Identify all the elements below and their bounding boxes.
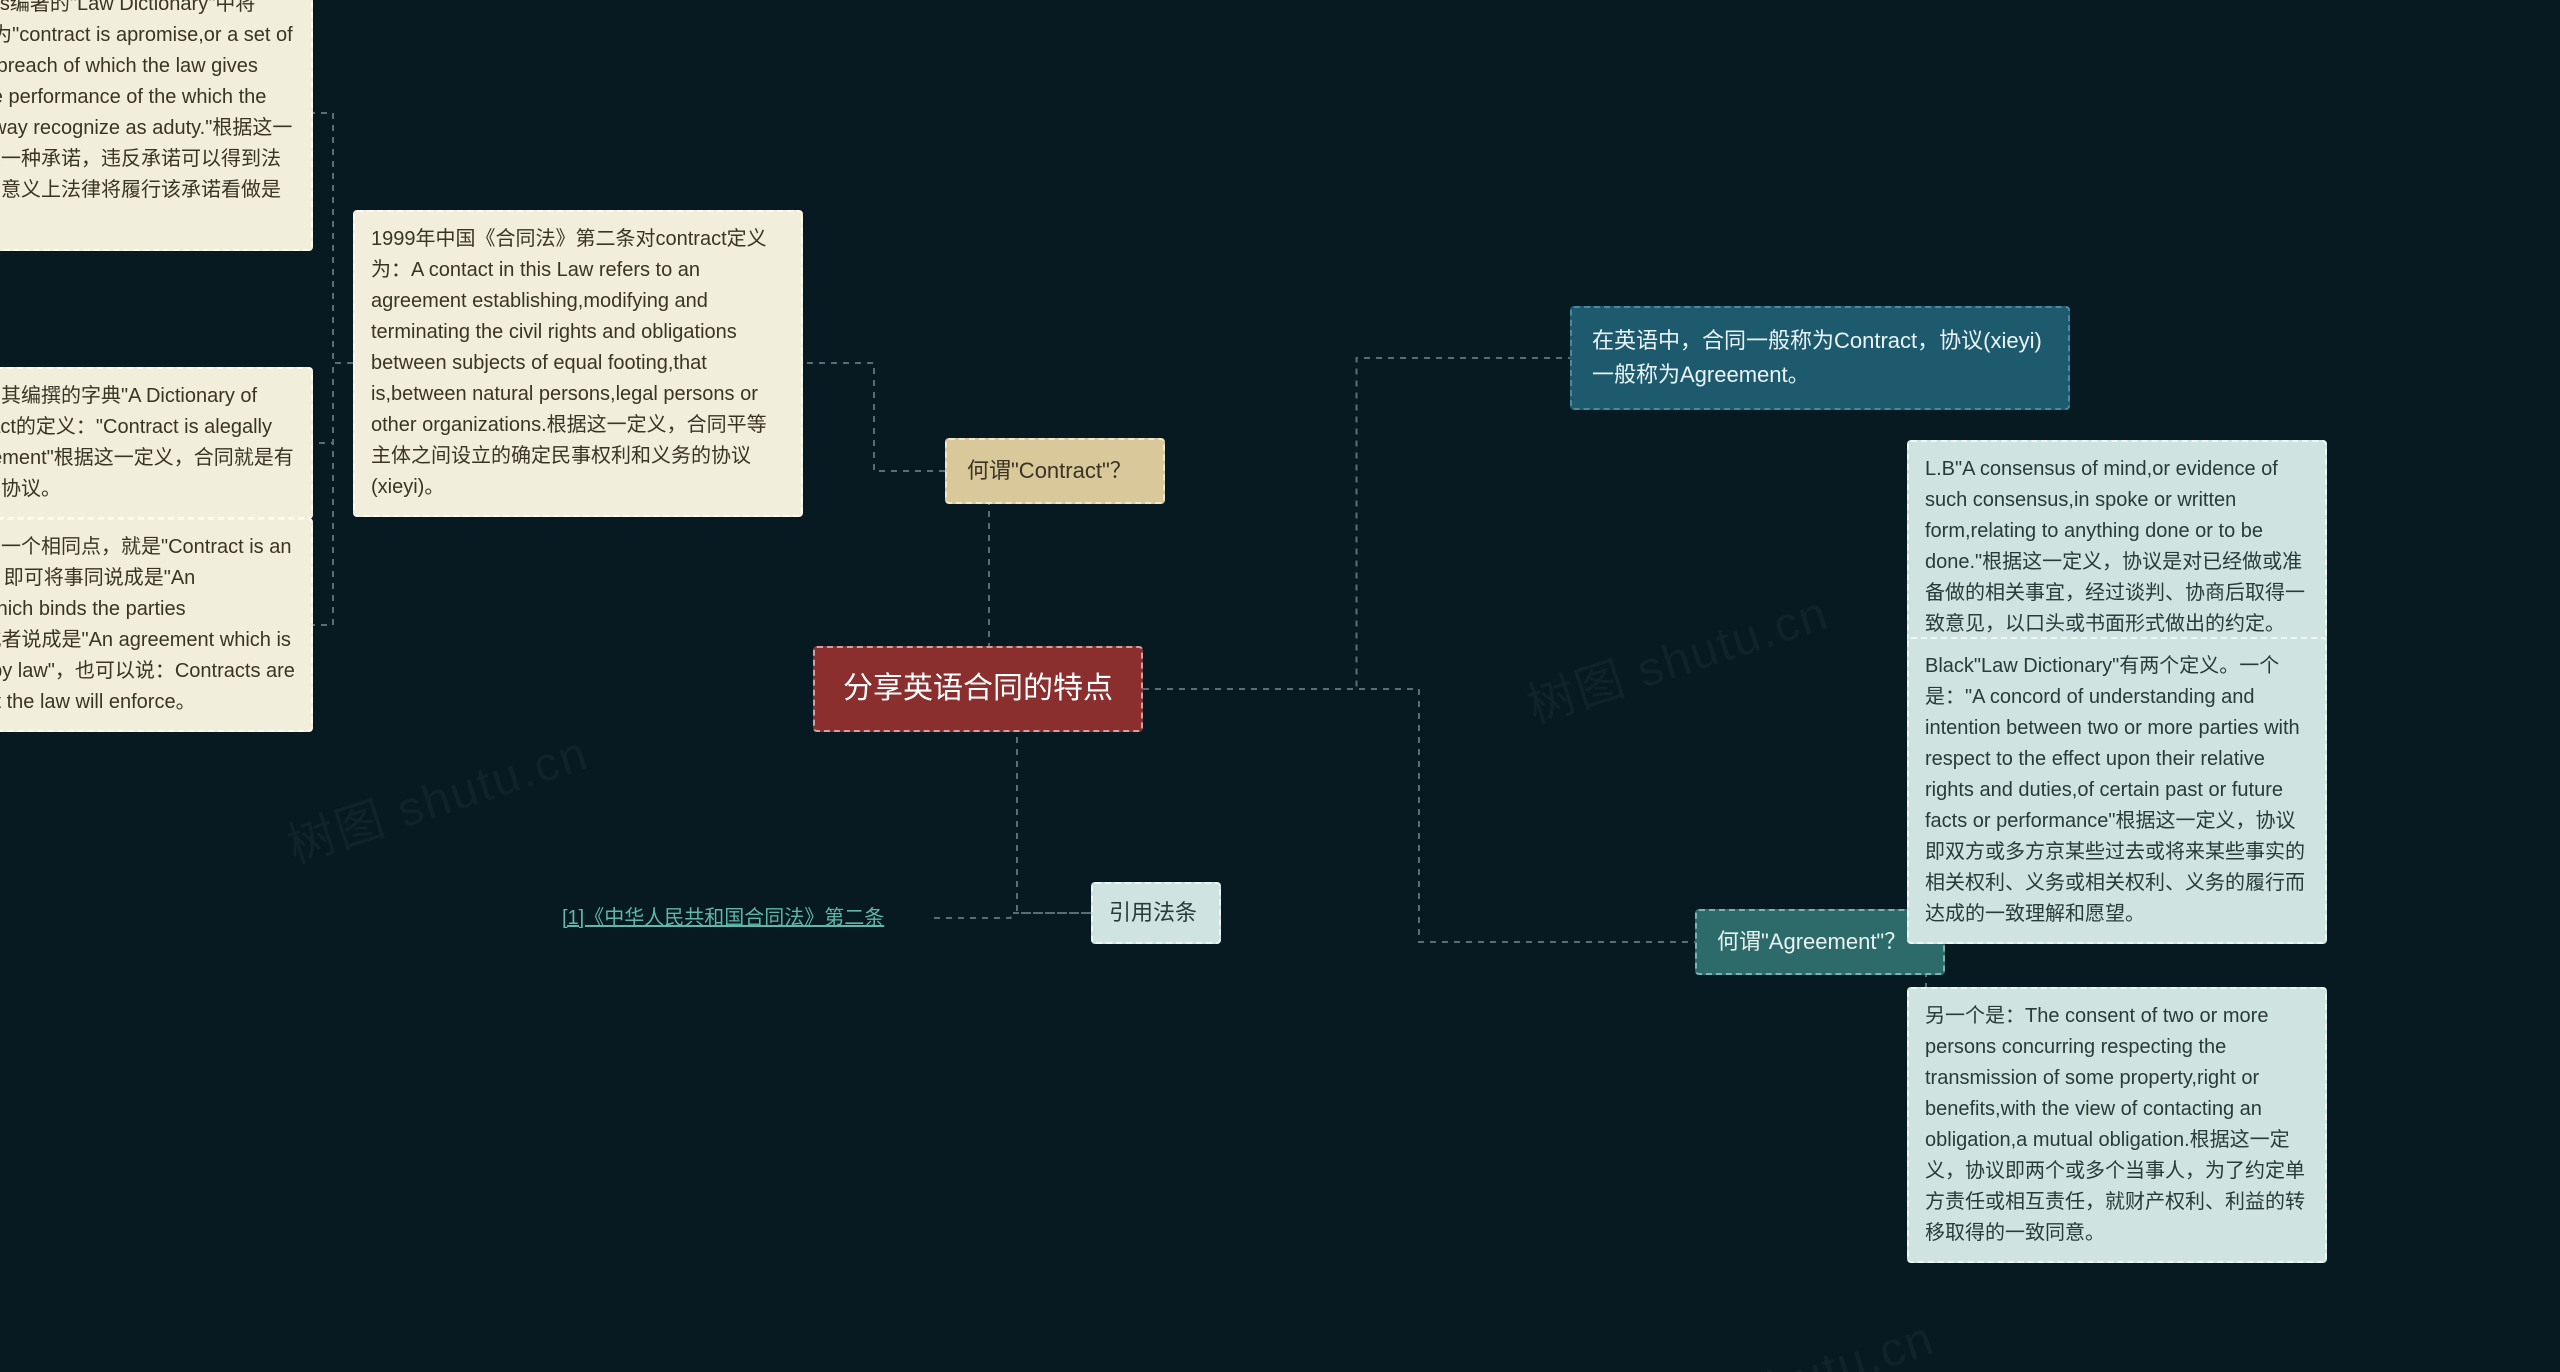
watermark: shutu.cn bbox=[1736, 1311, 1941, 1372]
leaf-curzon-def: L.B Curzon在其编撰的字典"A Dictionary of Law"给c… bbox=[0, 367, 313, 519]
branch-contract-question: 何谓"Contract"？ bbox=[945, 438, 1165, 504]
leaf-summary: 综合起来，有一个相同点，就是"Contract is an agreement"… bbox=[0, 518, 313, 732]
branch-citation: 引用法条 bbox=[1091, 882, 1221, 944]
watermark: 树图 shutu.cn bbox=[277, 713, 596, 876]
root-node: 分享英语合同的特点 bbox=[813, 646, 1143, 733]
branch-english-note: 在英语中，合同一般称为Contract，协议(xieyi)一般称为Agreeme… bbox=[1570, 306, 2070, 410]
watermark: 树图 shutu.cn bbox=[1517, 573, 1836, 736]
leaf-black-law-def: Black"Law Dictionary"有两个定义。一个是："A concor… bbox=[1907, 637, 2327, 944]
leaf-china-law-def: 1999年中国《合同法》第二条对contract定义为：A contact in… bbox=[353, 210, 803, 517]
leaf-lb-consensus-def: L.B"A consensus of mind,or evidence of s… bbox=[1907, 440, 2327, 654]
leaf-citation-ref[interactable]: [1]《中华人民共和国合同法》第二条 bbox=[550, 895, 930, 942]
leaf-consent-def: 另一个是：The consent of two or more persons … bbox=[1907, 987, 2327, 1263]
leaf-steven-gifts-def: Steven H.Gifts编著的"Law Dictionary"中将contr… bbox=[0, 0, 313, 251]
